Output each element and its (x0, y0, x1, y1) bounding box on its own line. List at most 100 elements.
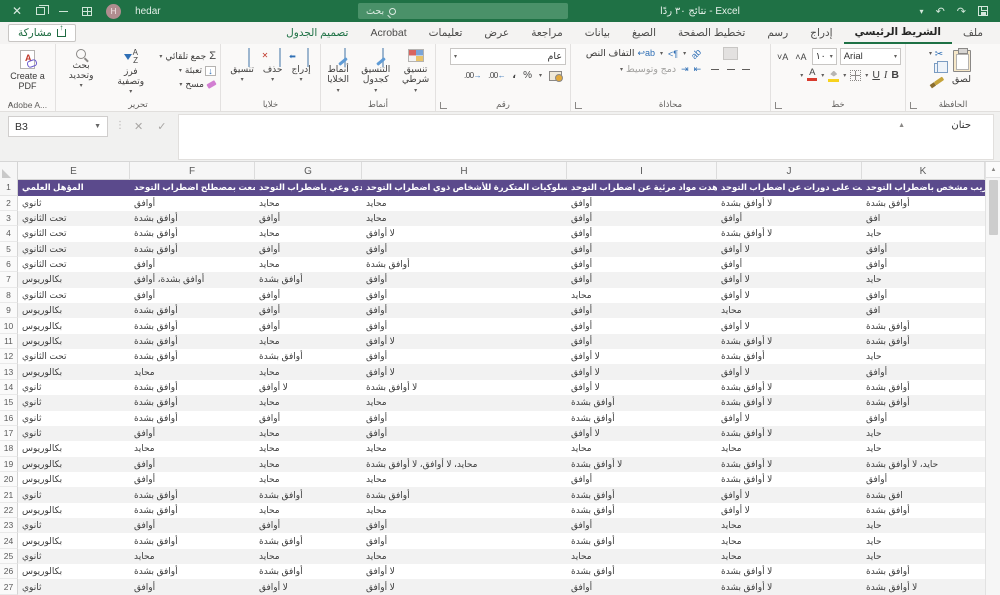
cell-J5[interactable]: لا أوافق (721, 243, 750, 254)
table-header-cell[interactable]: لدي وعي باضطراب التوحد (259, 182, 362, 193)
cell-H6[interactable]: أوافق بشدة (366, 259, 410, 270)
cell-G17[interactable]: محايد (259, 428, 280, 439)
column-header-H[interactable]: H (362, 162, 567, 180)
number-dialog-launcher[interactable] (440, 102, 447, 109)
cell-J9[interactable]: محايد (721, 305, 742, 316)
tab-insert[interactable]: إدراج (810, 27, 833, 39)
cell-J7[interactable]: لا أوافق (721, 274, 750, 285)
underline-dropdown-icon[interactable]: ▾ (865, 72, 869, 79)
cell-K19[interactable]: حايد، لا أوافق بشدة (866, 458, 939, 469)
cell-G5[interactable]: أوافق (259, 243, 281, 254)
align-bottom-icon[interactable] (706, 48, 719, 59)
tab-help[interactable]: تعليمات (428, 27, 463, 39)
cell-J10[interactable]: لا أوافق (721, 320, 750, 331)
row-header-24[interactable]: 24 (0, 533, 18, 549)
row-header-20[interactable]: 20 (0, 471, 18, 488)
cell-H19[interactable]: محايد، لا أوافق، لا أوافق بشدة (366, 458, 478, 469)
tab-view[interactable]: عرض (484, 27, 510, 39)
column-header-F[interactable]: F (130, 162, 255, 180)
cell-E4[interactable]: تحت الثانوي (22, 228, 67, 239)
cell-E22[interactable]: بكالوريوس (22, 504, 63, 515)
text-direction-icon[interactable]: ¶˂ (668, 48, 679, 59)
cell-I8[interactable]: محايد (571, 289, 592, 300)
cell-K9[interactable]: افق (866, 305, 881, 316)
cell-H16[interactable]: أوافق (366, 412, 388, 423)
cell-F16[interactable]: أوافق بشدة (134, 412, 178, 423)
cell-E7[interactable]: بكالوريوس (22, 274, 63, 285)
cell-I16[interactable]: أوافق بشدة (571, 412, 615, 423)
fill-color-icon[interactable] (828, 71, 840, 82)
increase-decimal-icon[interactable]: ←00. (488, 71, 506, 80)
cell-H12[interactable]: أوافق (366, 351, 388, 362)
cell-H14[interactable]: لا أوافق بشدة (366, 381, 418, 392)
percent-style-icon[interactable]: % (523, 70, 532, 81)
font-color-dropdown-icon[interactable]: ▾ (800, 72, 804, 79)
table-header-cell[interactable]: لدي قريب مشخص باضطراب التوحد (866, 182, 985, 193)
cell-I26[interactable]: أوافق بشدة (571, 566, 615, 577)
cell-F2[interactable]: أوافق (134, 197, 156, 208)
name-box[interactable]: B3 ▼ (8, 116, 108, 137)
align-right-icon[interactable] (742, 64, 755, 75)
row-header-3[interactable]: 3 (0, 210, 18, 227)
row-header-4[interactable]: 4 (0, 226, 18, 242)
cell-G14[interactable]: لا أوافق (259, 381, 288, 392)
cell-E3[interactable]: تحت الثانوي (22, 213, 67, 224)
cell-I7[interactable]: أوافق (571, 274, 593, 285)
cell-F3[interactable]: أوافق بشدة (134, 213, 178, 224)
cell-F13[interactable]: محايد (134, 366, 155, 377)
cell-G24[interactable]: أوافق بشدة (259, 535, 303, 546)
cell-G13[interactable]: محايد (259, 366, 280, 377)
cell-F21[interactable]: أوافق بشدة (134, 489, 178, 500)
cell-I13[interactable]: لا أوافق (571, 366, 600, 377)
bold-button[interactable]: B (891, 69, 899, 81)
row-header-9[interactable]: 9 (0, 303, 18, 319)
cell-F7[interactable]: أوافق بشدة، أوافق (134, 274, 205, 285)
decrease-decimal-icon[interactable]: →00. (463, 71, 482, 80)
fill-color-dropdown-icon[interactable]: ▾ (821, 72, 825, 79)
font-dialog-launcher[interactable] (775, 102, 782, 109)
align-middle-icon[interactable] (723, 47, 739, 60)
row-header-12[interactable]: 12 (0, 349, 18, 365)
cell-H8[interactable]: أوافق (366, 289, 388, 300)
cell-F27[interactable]: أوافق (134, 581, 156, 592)
cell-I14[interactable]: لا أوافق (571, 381, 600, 392)
cell-G9[interactable]: أوافق (259, 305, 281, 316)
undo-icon[interactable]: ↶ (935, 5, 945, 18)
cell-F19[interactable]: أوافق (134, 458, 156, 469)
paste-button[interactable]: لصق (946, 48, 977, 87)
cell-I27[interactable]: أوافق (571, 581, 593, 592)
close-window-icon[interactable]: ✕ (12, 4, 23, 18)
cell-H5[interactable]: أوافق (366, 243, 388, 254)
cell-G21[interactable]: أوافق بشدة (259, 489, 303, 500)
row-header-18[interactable]: 18 (0, 441, 18, 457)
cell-G18[interactable]: محايد (259, 443, 280, 454)
cell-G8[interactable]: أوافق (259, 289, 281, 300)
app-grid-icon[interactable] (82, 6, 93, 16)
row-header-10[interactable]: 10 (0, 318, 18, 334)
cell-I23[interactable]: أوافق (571, 520, 593, 531)
table-header-cell[interactable]: شاهدت مواد مرئية عن اضطراب التوحد (571, 182, 717, 193)
cell-J8[interactable]: لا أوافق (721, 289, 750, 300)
redo-icon[interactable]: ↷ (956, 5, 966, 18)
orientation-dropdown-icon[interactable]: ▾ (683, 51, 687, 57)
row-header-11[interactable]: 11 (0, 333, 18, 350)
cell-E21[interactable]: ثانوي (22, 489, 42, 500)
cell-F5[interactable]: أوافق بشدة (134, 243, 178, 254)
comma-style-icon[interactable]: ، (512, 70, 517, 81)
cell-F4[interactable]: أوافق بشدة (134, 228, 178, 239)
cell-I21[interactable]: أوافق بشدة (571, 489, 615, 500)
cell-H18[interactable]: محايد (366, 443, 387, 454)
cell-E19[interactable]: بكالوريوس (22, 458, 63, 469)
cell-K24[interactable]: حايد (866, 535, 882, 546)
ribbon-collapse-icon[interactable]: ˄ (8, 100, 13, 109)
cell-G20[interactable]: محايد (259, 474, 280, 485)
cell-I5[interactable]: أوافق (571, 243, 593, 254)
cell-G11[interactable]: محايد (259, 335, 280, 346)
copy-icon[interactable] (934, 61, 949, 73)
row-header-2[interactable]: 2 (0, 195, 18, 211)
cell-G10[interactable]: أوافق (259, 320, 281, 331)
cell-G22[interactable]: محايد (259, 504, 280, 515)
cell-E2[interactable]: ثانوي (22, 197, 42, 208)
cell-G25[interactable]: محايد (259, 550, 280, 561)
cell-E5[interactable]: تحت الثانوي (22, 243, 67, 254)
